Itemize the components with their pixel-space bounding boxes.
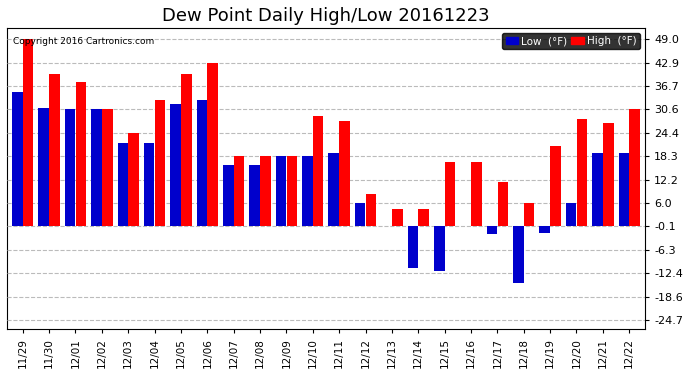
- Bar: [197, 100, 207, 226]
- Bar: [339, 121, 350, 226]
- Bar: [117, 142, 128, 226]
- Bar: [592, 153, 602, 226]
- Bar: [65, 110, 75, 226]
- Bar: [513, 226, 524, 283]
- Bar: [418, 209, 429, 226]
- Bar: [91, 110, 101, 226]
- Bar: [23, 39, 33, 226]
- Bar: [618, 153, 629, 226]
- Legend: Low  (°F), High  (°F): Low (°F), High (°F): [502, 33, 640, 50]
- Bar: [223, 165, 234, 226]
- Bar: [181, 74, 192, 226]
- Bar: [276, 156, 286, 226]
- Bar: [313, 116, 324, 226]
- Bar: [170, 104, 181, 226]
- Bar: [328, 153, 339, 226]
- Bar: [286, 156, 297, 226]
- Bar: [355, 203, 366, 226]
- Bar: [366, 194, 376, 226]
- Bar: [144, 142, 155, 226]
- Bar: [76, 82, 86, 226]
- Bar: [603, 123, 613, 226]
- Bar: [434, 226, 444, 272]
- Text: Copyright 2016 Cartronics.com: Copyright 2016 Cartronics.com: [13, 37, 155, 46]
- Title: Dew Point Daily High/Low 20161223: Dew Point Daily High/Low 20161223: [162, 7, 490, 25]
- Bar: [39, 108, 49, 226]
- Bar: [208, 63, 218, 226]
- Bar: [392, 209, 402, 226]
- Bar: [550, 146, 561, 226]
- Bar: [524, 203, 535, 226]
- Bar: [471, 162, 482, 226]
- Bar: [445, 162, 455, 226]
- Bar: [302, 156, 313, 226]
- Bar: [12, 92, 23, 226]
- Bar: [155, 100, 166, 226]
- Bar: [577, 119, 587, 226]
- Bar: [249, 165, 260, 226]
- Bar: [486, 226, 497, 234]
- Bar: [49, 74, 60, 226]
- Bar: [102, 110, 112, 226]
- Bar: [260, 156, 270, 226]
- Bar: [408, 226, 418, 268]
- Bar: [497, 182, 508, 226]
- Bar: [128, 133, 139, 226]
- Bar: [629, 110, 640, 226]
- Bar: [566, 203, 576, 226]
- Bar: [540, 226, 550, 233]
- Bar: [234, 156, 244, 226]
